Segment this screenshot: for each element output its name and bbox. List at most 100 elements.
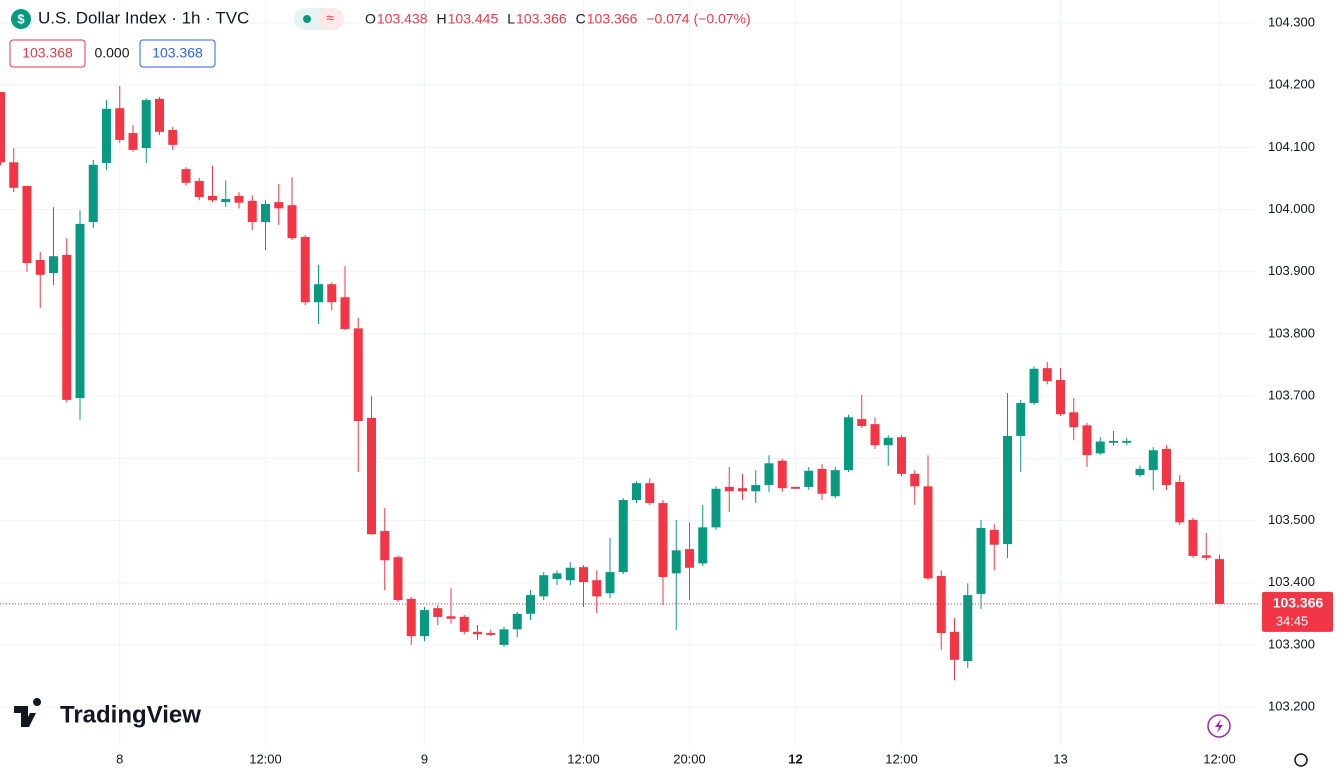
ohlc-value: 103.366 [516, 11, 567, 27]
x-tick-label: 9 [421, 751, 428, 766]
y-tick-label: 103.400 [1268, 574, 1315, 589]
flash-icon[interactable] [1207, 714, 1231, 738]
candle-body [936, 575, 946, 634]
candle-body [1042, 368, 1052, 382]
x-tick-label: 12 [788, 751, 802, 766]
y-tick-label: 103.800 [1268, 325, 1315, 340]
candle-body [1109, 440, 1118, 443]
y-tick-label: 103.500 [1268, 512, 1315, 527]
y-tick-label: 104.000 [1268, 201, 1315, 216]
symbol-icon [11, 9, 31, 29]
flash-glyph [1215, 719, 1223, 733]
candle-body [1215, 559, 1224, 604]
candle-body [671, 550, 681, 574]
ask-box[interactable] [139, 39, 216, 68]
candle-body [565, 567, 575, 581]
y-tick-label: 103.200 [1268, 699, 1315, 714]
y-tick-label: 103.900 [1268, 263, 1315, 278]
last-price-label: 103.366 [1273, 595, 1324, 611]
candle-body [1201, 555, 1211, 558]
candle-body [420, 610, 429, 637]
candle-body [128, 133, 138, 150]
candle-body [870, 424, 880, 446]
candle-body [406, 598, 416, 637]
candle-body [883, 437, 893, 446]
candle-body [910, 473, 920, 487]
candle-body [632, 483, 641, 500]
candle-body [486, 633, 496, 635]
candle-body [685, 549, 694, 568]
ohlc-value: 103.438 [377, 11, 428, 27]
candle-body [181, 169, 191, 183]
x-tick-label: 12:00 [249, 751, 282, 766]
candle-body [1122, 440, 1132, 443]
candle-body [1188, 519, 1198, 556]
candle-body [155, 98, 164, 132]
ohlc-value: 103.366 [587, 11, 638, 27]
candle-body [976, 527, 986, 594]
candle-body [777, 460, 787, 489]
candle-body [274, 202, 284, 209]
candle-body [22, 185, 32, 264]
candle-body [645, 483, 655, 504]
candle-body [1069, 412, 1079, 428]
bid: 103.368 [22, 45, 73, 61]
candle-body [711, 488, 721, 528]
bid-box[interactable] [9, 39, 86, 68]
candle-body [605, 572, 615, 594]
candle-body [367, 417, 376, 535]
chart-title: U.S. Dollar Index · 1h · TVC [38, 8, 249, 27]
candle-body [751, 485, 761, 492]
x-tick-label: 8 [116, 751, 123, 766]
candle-body [1082, 425, 1092, 456]
candle-body [1175, 481, 1185, 523]
symbol-icon-glyph: $ [17, 11, 25, 26]
candle-body [1135, 468, 1145, 476]
candle-body [817, 468, 827, 494]
candle-body [830, 470, 840, 497]
x-tick-label: 20:00 [673, 751, 706, 766]
candle-body [923, 486, 933, 579]
x-tick-label: 13 [1053, 751, 1067, 766]
y-tick-label: 104.100 [1268, 139, 1315, 154]
ohlc-key: O [365, 11, 376, 27]
candle-body [1162, 448, 1171, 486]
y-tick-label: 104.200 [1268, 77, 1315, 92]
candle-body [287, 205, 297, 239]
logo-mark [14, 698, 42, 727]
candle-body [1003, 435, 1012, 545]
candle-body [35, 259, 45, 275]
x-tick-label: 12:00 [885, 751, 918, 766]
candle-body [221, 198, 231, 203]
candle-body [393, 557, 403, 601]
candle-body [1148, 450, 1158, 471]
candle-body [1095, 441, 1105, 454]
logo-text: TradingView [60, 701, 201, 728]
candle-body [1056, 379, 1065, 415]
x-tick-label: 12:00 [1203, 751, 1236, 766]
settings-icon[interactable] [1294, 753, 1308, 767]
ohlc-value: 103.445 [448, 11, 499, 27]
last-price-box [1262, 591, 1333, 632]
y-tick-label: 103.300 [1268, 636, 1315, 651]
y-tick-label: 104.300 [1268, 14, 1315, 29]
candle-body [380, 531, 390, 561]
spread: 0.000 [94, 45, 129, 61]
candle-body [724, 486, 734, 492]
candle-body [9, 162, 19, 188]
candle-body [141, 100, 151, 149]
candle-body [592, 580, 602, 597]
candle-body [247, 200, 257, 223]
ohlc-key: H [437, 11, 447, 27]
candle-body [950, 631, 959, 660]
candle-body [353, 328, 363, 422]
candle-body [459, 616, 469, 632]
candle-body [62, 254, 72, 400]
candle-body [88, 164, 98, 223]
candle-body [791, 486, 800, 489]
candle-body [300, 236, 310, 303]
candle-body [473, 631, 482, 635]
candle-body [340, 297, 350, 329]
candle-body [512, 613, 522, 630]
